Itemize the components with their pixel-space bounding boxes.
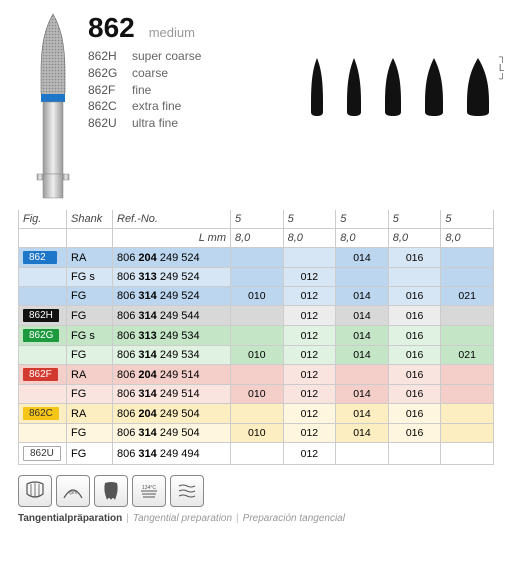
product-title: 862 [88,12,135,44]
fig-badge: 862H [23,309,59,322]
svg-text:rpm: rpm [69,490,78,496]
tip-silhouettes [306,56,494,118]
fig-badge: 862C [23,407,59,420]
fig-badge: 862G [23,329,59,342]
col-ref: Ref.-No. [113,210,231,229]
autoclave-icon: 134°C [132,475,166,507]
tooth-icon [94,475,128,507]
footer-icons: rpm 134°C [18,475,494,507]
tooth-crown-icon [18,475,52,507]
ultrasonic-icon [170,475,204,507]
col-fig: Fig. [19,210,67,229]
product-subtitle: medium [149,25,195,40]
fig-badge: 862 [23,251,57,264]
fig-badge: 862F [23,368,58,381]
speed-icon: rpm [56,475,90,507]
col-shank: Shank [67,210,113,229]
caption: Tangentialpräparation|Tangential prepara… [18,513,494,524]
fig-badge: 862U [23,446,61,461]
svg-text:134°C: 134°C [142,485,156,491]
bur-illustration [18,12,88,202]
spec-table: Fig. Shank Ref.-No. 5 5 5 5 5 L mm 8,0 8… [18,210,494,465]
L-bracket: ┐L┘ [499,52,506,85]
